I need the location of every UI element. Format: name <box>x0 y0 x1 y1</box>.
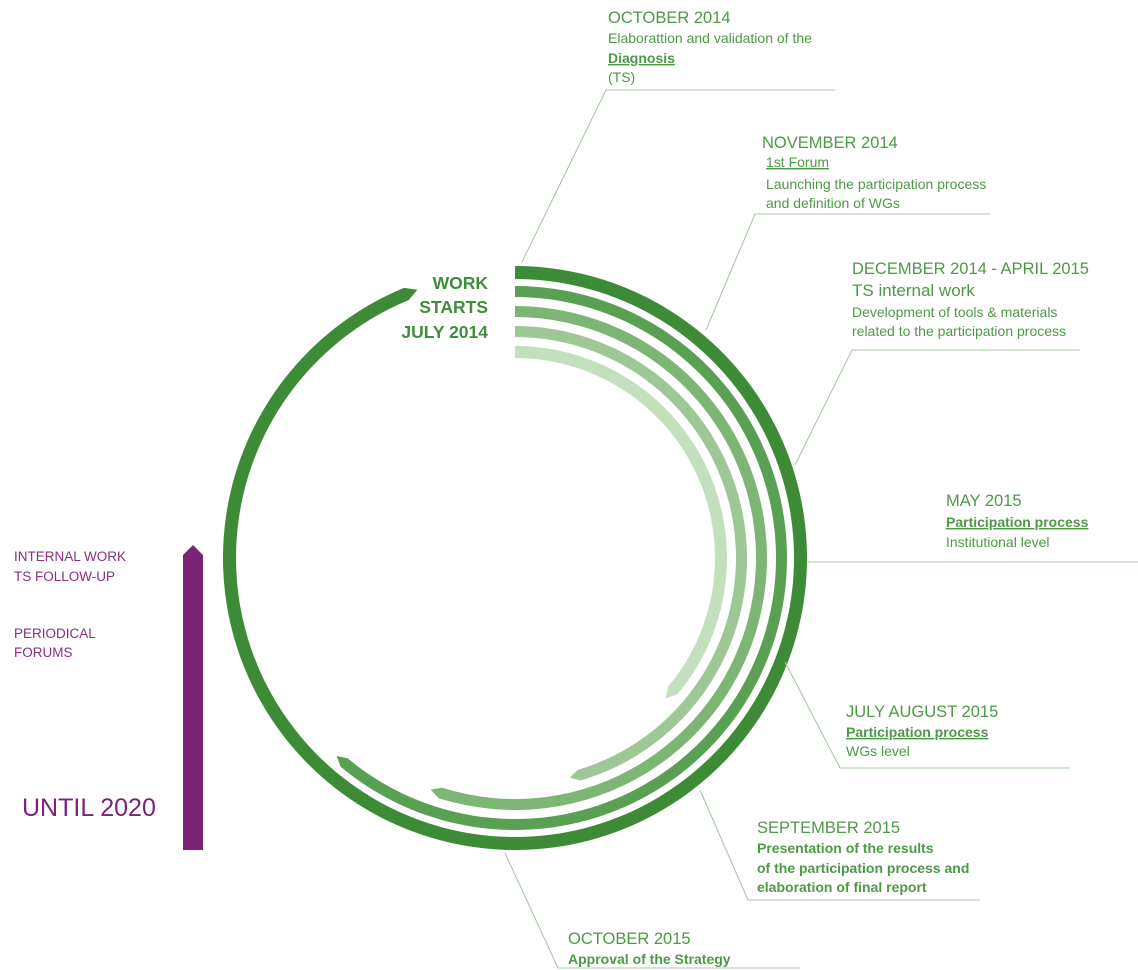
milestone-oct2015-date: OCTOBER 2015 <box>568 930 691 948</box>
followup-line2: TS FOLLOW-UP <box>14 569 115 584</box>
milestone-dec2014-line2: Development of tools & materials <box>852 304 1057 320</box>
milestone-oct2014-line2: Diagnosis <box>608 50 675 66</box>
leader-dec2014 <box>794 349 1080 466</box>
milestone-may2015-line1: Participation process <box>946 514 1089 530</box>
followup-line3: PERIODICAL <box>14 626 96 641</box>
leader-lines <box>504 89 1138 969</box>
milestone-jul2015: JULY AUGUST 2015 Participation process W… <box>846 703 998 759</box>
milestone-dec2014-line1: TS internal work <box>852 281 975 300</box>
milestone-sep2015-line1: Presentation of the results <box>757 840 934 856</box>
arc-inner-until-apr2015 <box>515 346 727 699</box>
milestone-dec2014-line3: related to the participation process <box>852 323 1066 339</box>
milestone-nov2014-line3: and definition of WGs <box>766 195 900 211</box>
milestone-sep2015-date: SEPTEMBER 2015 <box>757 819 900 837</box>
followup-line1: INTERNAL WORK <box>14 549 126 564</box>
milestone-oct2014-line3: (TS) <box>608 69 635 85</box>
milestone-sep2015-line3: elaboration of final report <box>757 879 927 895</box>
start-line-3: JULY 2014 <box>401 322 488 342</box>
milestone-jul2015-date: JULY AUGUST 2015 <box>846 703 998 721</box>
milestone-nov2014-date: NOVEMBER 2014 <box>762 134 898 152</box>
leader-oct2015 <box>504 852 800 969</box>
milestone-nov2014: NOVEMBER 2014 1st Forum Launching the pa… <box>762 134 986 211</box>
milestone-oct2014-date: OCTOBER 2014 <box>608 9 731 27</box>
leader-oct2014 <box>521 89 835 263</box>
milestone-nov2014-line1: 1st Forum <box>766 154 829 170</box>
milestone-jul2015-line1: Participation process <box>846 724 989 740</box>
milestone-nov2014-line2: Launching the participation process <box>766 176 986 192</box>
leader-jul2015 <box>784 661 1070 769</box>
followup-line4: FORUMS <box>14 645 73 660</box>
milestone-may2015: MAY 2015 Participation process Instituti… <box>946 492 1089 550</box>
milestone-sep2015-line2: of the participation process and <box>757 860 969 876</box>
start-line-2: STARTS <box>419 297 488 317</box>
followup-until-label: UNTIL 2020 <box>22 794 156 822</box>
milestone-dec2014: DECEMBER 2014 - APRIL 2015 TS internal w… <box>852 260 1089 339</box>
start-line-1: WORK <box>433 273 489 293</box>
milestone-may2015-date: MAY 2015 <box>946 492 1022 510</box>
milestone-dec2014-date: DECEMBER 2014 - APRIL 2015 <box>852 260 1089 278</box>
timeline-arcs <box>222 266 807 851</box>
followup-section: INTERNAL WORK TS FOLLOW-UP PERIODICAL FO… <box>14 545 203 850</box>
milestone-sep2015: SEPTEMBER 2015 Presentation of the resul… <box>757 819 969 895</box>
start-label: WORK STARTS JULY 2014 <box>401 273 488 342</box>
milestone-jul2015-line2: WGs level <box>846 743 910 759</box>
milestone-oct2014-line1: Elaborattion and validation of the <box>608 30 812 46</box>
leader-sep2015 <box>699 789 980 901</box>
milestone-may2015-line2: Institutional level <box>946 534 1050 550</box>
leader-nov2014 <box>705 213 990 331</box>
milestone-oct2015-line1: Approval of the Strategy <box>568 951 731 967</box>
milestone-oct2015: OCTOBER 2015 Approval of the Strategy <box>568 930 731 967</box>
followup-bar <box>183 545 203 850</box>
milestone-oct2014: OCTOBER 2014 Elaborattion and validation… <box>608 9 812 85</box>
